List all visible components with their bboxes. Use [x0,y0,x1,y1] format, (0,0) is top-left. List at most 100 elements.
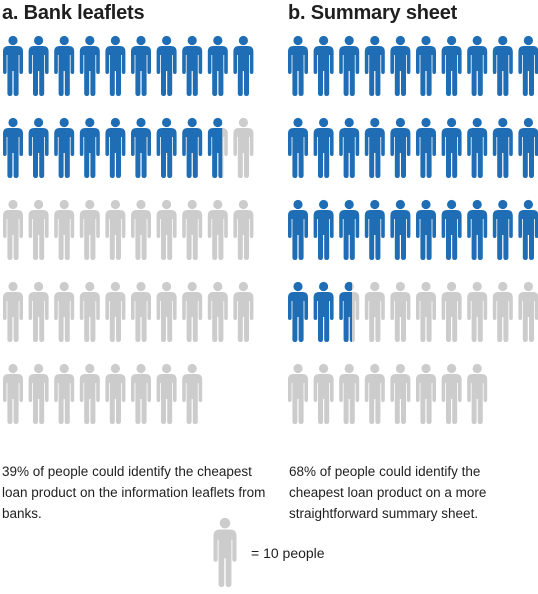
person-icon [54,199,75,260]
person-icon [207,117,228,178]
panel-b-grid [288,35,538,424]
person-icon [3,117,23,178]
person-icon [28,35,49,96]
person-icon [441,281,462,342]
person-icon [339,281,360,342]
person-icon [441,363,462,424]
person-icon [79,117,100,178]
person-icon [105,363,126,424]
person-icon [339,363,360,424]
person-icon [156,281,177,342]
person-icon [131,363,151,424]
person-icon [441,35,462,96]
panel-b-caption: 68% of people could identify the cheapes… [289,464,487,521]
person-icon [441,199,462,260]
person-icon [131,281,151,342]
person-icon [441,117,462,178]
person-icon [390,281,411,342]
person-icon [313,363,334,424]
person-icon [492,199,513,260]
person-icon [364,199,385,260]
person-icon [339,117,360,178]
person-icon [518,117,538,178]
person-icon [313,35,334,96]
person-icon [233,281,254,342]
person-icon [467,363,488,424]
legend-label: = 10 people [251,545,325,561]
person-icon [207,281,228,342]
person-icon [79,35,100,96]
legend [210,516,240,588]
person-icon [207,199,228,260]
person-icon [131,117,151,178]
person-icon [416,281,436,342]
person-icon [3,363,23,424]
person-icon [233,117,254,178]
person-icon [28,117,49,178]
person-icon [390,35,411,96]
pictogram-grids [3,35,538,424]
person-icon [131,199,151,260]
person-icon [467,281,488,342]
person-icon [518,281,538,342]
person-icon [182,199,203,260]
person-icon [416,35,436,96]
person-icon [390,363,411,424]
person-icon [79,363,100,424]
person-icon [233,199,254,260]
person-icon [467,117,488,178]
person-icon [3,199,23,260]
person-icon [182,117,203,178]
person-icon [313,199,334,260]
person-icon [156,199,177,260]
person-icon [364,117,385,178]
person-icon [416,199,436,260]
person-icon [467,35,488,96]
person-icon [156,117,177,178]
person-icon [79,281,100,342]
person-icon [105,281,126,342]
person-icon [54,35,75,96]
person-icon [288,35,308,96]
person-icon [213,517,237,587]
person-icon [364,35,385,96]
person-icon [416,363,436,424]
person-icon [3,35,23,96]
person-icon [288,363,308,424]
panel-a-caption: 39% of people could identify the cheapes… [2,464,266,521]
person-icon [233,35,254,96]
person-icon [105,199,126,260]
panel-b-title: b. Summary sheet [288,2,458,24]
panel-a-title: a. Bank leaflets [2,2,145,24]
person-icon [364,281,385,342]
person-icon [467,199,488,260]
person-icon [182,35,203,96]
person-icon [339,199,360,260]
person-icon [182,281,203,342]
person-icon [518,199,538,260]
person-icon [313,281,334,342]
person-icon [339,35,360,96]
person-icon [156,363,177,424]
person-icon [416,117,436,178]
person-icon [207,35,228,96]
person-icon [28,199,49,260]
person-icon [54,363,75,424]
person-icon [288,281,308,342]
person-icon [390,199,411,260]
person-icon [313,117,334,178]
person-icon [182,363,203,424]
person-icon [79,199,100,260]
person-icon [54,117,75,178]
person-icon [105,117,126,178]
person-icon [54,281,75,342]
person-icon [28,281,49,342]
person-icon [492,35,513,96]
person-icon [131,35,151,96]
person-icon [364,363,385,424]
person-icon [28,363,49,424]
person-icon [105,35,126,96]
person-icon [492,281,513,342]
panel-a-grid [3,35,254,424]
person-icon [518,35,538,96]
